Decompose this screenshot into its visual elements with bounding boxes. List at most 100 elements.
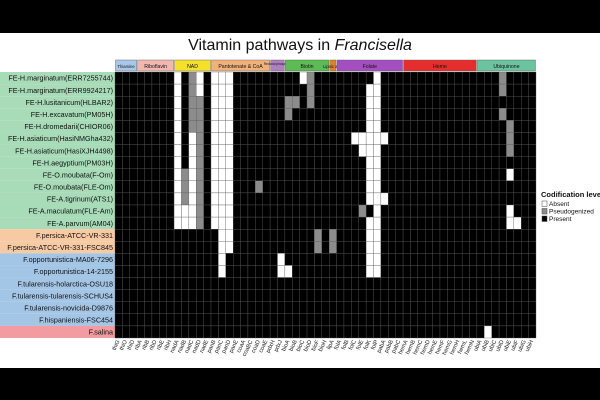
heatmap-cell bbox=[395, 265, 404, 278]
heatmap-cell bbox=[506, 120, 515, 133]
heatmap-cell bbox=[432, 253, 441, 266]
gene-tick-label: ubiA bbox=[473, 339, 483, 352]
heatmap-cell bbox=[461, 301, 470, 314]
heatmap-cell bbox=[528, 325, 537, 339]
heatmap-cell bbox=[425, 83, 433, 97]
heatmap-cell bbox=[159, 277, 167, 290]
heatmap-cell bbox=[395, 168, 404, 181]
heatmap-cell bbox=[299, 265, 308, 278]
heatmap-cell bbox=[314, 144, 322, 157]
heatmap-cell bbox=[528, 132, 537, 145]
heatmap-cell bbox=[306, 301, 315, 314]
heatmap-cell bbox=[484, 301, 492, 314]
heatmap-cell bbox=[166, 216, 175, 230]
heatmap-cell bbox=[373, 241, 382, 254]
heatmap-cell bbox=[373, 204, 382, 218]
heatmap-cell bbox=[122, 277, 130, 290]
heatmap-cell bbox=[255, 301, 263, 314]
heatmap-cell bbox=[173, 120, 182, 133]
heatmap-cell bbox=[425, 108, 433, 121]
group-header-bar bbox=[403, 59, 477, 72]
heatmap-cell bbox=[114, 301, 123, 314]
strain-label: F.opportunistica-14-2155 bbox=[34, 267, 113, 276]
heatmap-cell bbox=[151, 229, 160, 242]
heatmap-cell bbox=[166, 168, 175, 181]
heatmap-cell bbox=[461, 229, 470, 242]
strain-label-bg bbox=[0, 277, 115, 290]
heatmap-cell bbox=[166, 132, 175, 145]
heatmap-cell bbox=[528, 108, 537, 121]
heatmap-cell bbox=[365, 277, 374, 290]
heatmap-cell bbox=[410, 265, 418, 278]
heatmap-cell bbox=[351, 204, 359, 218]
heatmap-cell bbox=[114, 277, 123, 290]
heatmap-cell bbox=[144, 229, 153, 242]
heatmap-cell bbox=[299, 301, 308, 314]
heatmap-cell bbox=[321, 120, 330, 133]
heatmap-cell bbox=[395, 204, 404, 218]
heatmap-cell bbox=[114, 156, 123, 169]
heatmap-cell bbox=[491, 156, 500, 169]
heatmap-cell bbox=[439, 313, 448, 327]
heatmap-cell bbox=[388, 144, 396, 157]
heatmap-cell bbox=[129, 120, 138, 133]
heatmap-cell bbox=[358, 289, 367, 302]
gene-tick-label: bioA bbox=[281, 339, 291, 352]
heatmap-cell bbox=[365, 192, 374, 206]
heatmap-cell bbox=[476, 156, 485, 169]
heatmap-cell bbox=[528, 96, 537, 109]
heatmap-cell bbox=[358, 265, 367, 278]
heatmap-cell bbox=[461, 156, 470, 169]
heatmap-cell bbox=[218, 180, 226, 194]
heatmap-cell bbox=[329, 168, 337, 181]
heatmap-cell bbox=[343, 180, 352, 194]
heatmap-cell bbox=[380, 277, 389, 290]
heatmap-cell bbox=[203, 144, 212, 157]
heatmap-cell bbox=[498, 132, 507, 145]
heatmap-cell bbox=[196, 216, 204, 230]
strain-label-bg bbox=[0, 180, 115, 193]
strain-label: FE-H.asiaticum(HasiXJH4498) bbox=[15, 146, 113, 155]
heatmap-cell bbox=[255, 265, 263, 278]
heatmap-cell bbox=[476, 325, 485, 339]
heatmap-cell bbox=[233, 229, 241, 242]
heatmap-cell bbox=[454, 108, 463, 121]
heatmap-cell bbox=[151, 204, 160, 218]
heatmap-cell bbox=[469, 241, 478, 254]
heatmap-cell bbox=[402, 301, 411, 314]
heatmap-cell bbox=[173, 289, 182, 302]
heatmap-cell bbox=[402, 192, 411, 206]
heatmap-cell bbox=[306, 192, 315, 206]
heatmap-cell bbox=[484, 229, 492, 242]
heatmap-cell bbox=[151, 241, 160, 254]
heatmap-cell bbox=[402, 108, 411, 121]
heatmap-cell bbox=[292, 241, 300, 254]
heatmap-cell bbox=[417, 265, 426, 278]
heatmap-cell bbox=[255, 168, 263, 181]
heatmap-cell bbox=[410, 253, 418, 266]
heatmap-cell bbox=[447, 313, 455, 327]
heatmap-cell bbox=[343, 313, 352, 327]
heatmap-cell bbox=[454, 289, 463, 302]
heatmap-cell bbox=[196, 277, 204, 290]
group-header-label: Heme bbox=[433, 64, 447, 70]
heatmap-cell bbox=[321, 229, 330, 242]
heatmap-cell bbox=[528, 301, 537, 314]
heatmap-cell bbox=[181, 241, 190, 254]
heatmap-cell bbox=[528, 265, 537, 278]
heatmap-cell bbox=[425, 132, 433, 145]
heatmap-cell bbox=[159, 108, 167, 121]
heatmap-cell bbox=[151, 180, 160, 194]
heatmap-cell bbox=[506, 192, 515, 206]
heatmap-cell bbox=[284, 229, 293, 242]
heatmap-cell bbox=[321, 277, 330, 290]
group-header-label: Thiamine bbox=[117, 64, 135, 69]
heatmap-cell bbox=[284, 168, 293, 181]
heatmap-cell bbox=[114, 96, 123, 109]
heatmap-cell bbox=[476, 253, 485, 266]
heatmap-cell bbox=[166, 241, 175, 254]
heatmap-cell bbox=[402, 120, 411, 133]
heatmap-cell bbox=[358, 229, 367, 242]
heatmap-cell bbox=[136, 313, 145, 327]
heatmap-cell bbox=[388, 241, 396, 254]
